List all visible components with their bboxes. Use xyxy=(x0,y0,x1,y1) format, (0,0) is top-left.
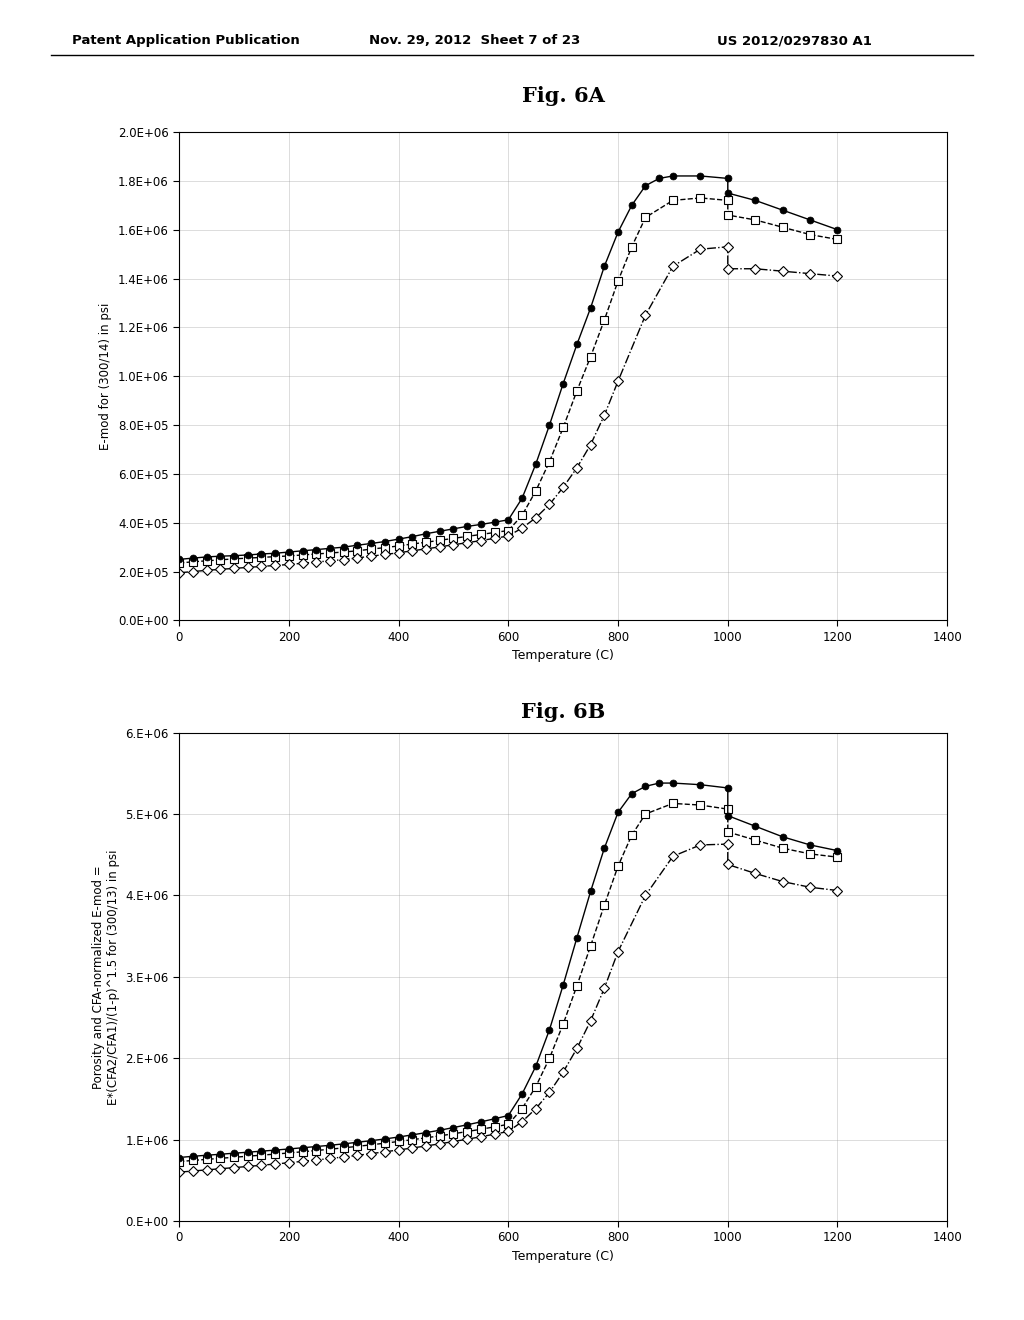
Text: Patent Application Publication: Patent Application Publication xyxy=(72,34,299,48)
Text: Fig. 6B: Fig. 6B xyxy=(521,702,605,722)
Y-axis label: Porosity and CFA-normalized E-mod =
E*(CFA2/CFA1)/(1-p)^1.5 for (300/13) in psi: Porosity and CFA-normalized E-mod = E*(C… xyxy=(92,849,120,1105)
X-axis label: Temperature (C): Temperature (C) xyxy=(512,1250,614,1263)
Text: Fig. 6A: Fig. 6A xyxy=(522,86,604,106)
Text: US 2012/0297830 A1: US 2012/0297830 A1 xyxy=(717,34,871,48)
Y-axis label: E-mod for (300/14) in psi: E-mod for (300/14) in psi xyxy=(99,302,113,450)
Text: Nov. 29, 2012  Sheet 7 of 23: Nov. 29, 2012 Sheet 7 of 23 xyxy=(369,34,580,48)
X-axis label: Temperature (C): Temperature (C) xyxy=(512,649,614,663)
